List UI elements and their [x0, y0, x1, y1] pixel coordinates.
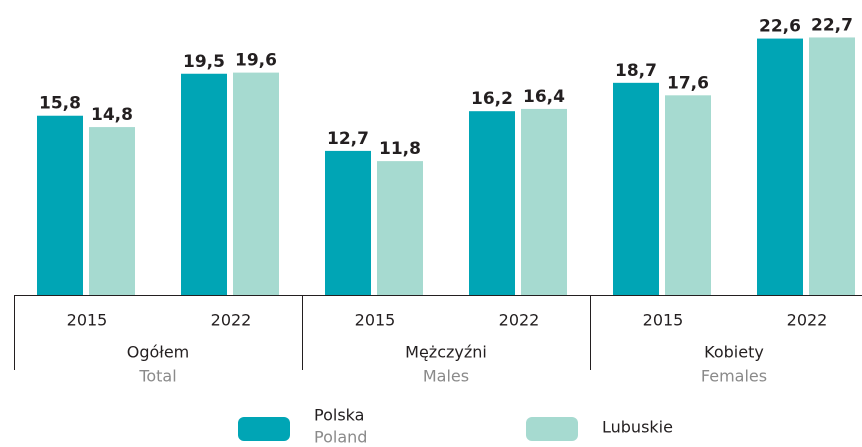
bar	[233, 72, 279, 295]
bar	[37, 115, 83, 295]
group-label: Mężczyźni	[405, 343, 487, 362]
bar	[181, 73, 227, 295]
x-tick-label: 2022	[211, 311, 252, 330]
value-label: 22,7	[811, 15, 853, 35]
value-label: 17,6	[667, 73, 709, 93]
bar	[325, 150, 371, 295]
x-tick-label: 2015	[355, 311, 396, 330]
bar	[89, 127, 135, 295]
value-label: 16,4	[523, 87, 565, 107]
value-label: 16,2	[471, 89, 513, 109]
group-label: Ogółem	[127, 343, 190, 362]
legend-label: Polska	[314, 406, 364, 425]
value-label: 15,8	[39, 94, 81, 114]
bar	[665, 95, 711, 295]
value-label: 18,7	[615, 61, 657, 81]
bar	[469, 111, 515, 295]
group-label-en: Females	[701, 367, 767, 386]
value-label: 12,7	[327, 129, 369, 149]
bar	[809, 37, 855, 295]
legend-label-en: Poland	[314, 428, 367, 447]
bar	[757, 38, 803, 295]
bar	[377, 161, 423, 295]
x-tick-label: 2022	[787, 311, 828, 330]
value-label: 19,6	[235, 51, 277, 71]
legend-swatch	[238, 417, 290, 441]
bar	[521, 108, 567, 295]
value-label: 11,8	[379, 139, 421, 159]
group-label: Kobiety	[704, 343, 764, 362]
value-label: 14,8	[91, 105, 133, 125]
group-label-en: Total	[138, 367, 176, 386]
value-label: 22,6	[759, 17, 801, 37]
legend-label: Lubuskie	[602, 418, 673, 437]
bar	[613, 82, 659, 295]
x-tick-label: 2015	[643, 311, 684, 330]
x-tick-label: 2022	[499, 311, 540, 330]
x-tick-label: 2015	[67, 311, 108, 330]
value-label: 19,5	[183, 52, 225, 72]
group-label-en: Males	[423, 367, 469, 386]
legend-swatch	[526, 417, 578, 441]
